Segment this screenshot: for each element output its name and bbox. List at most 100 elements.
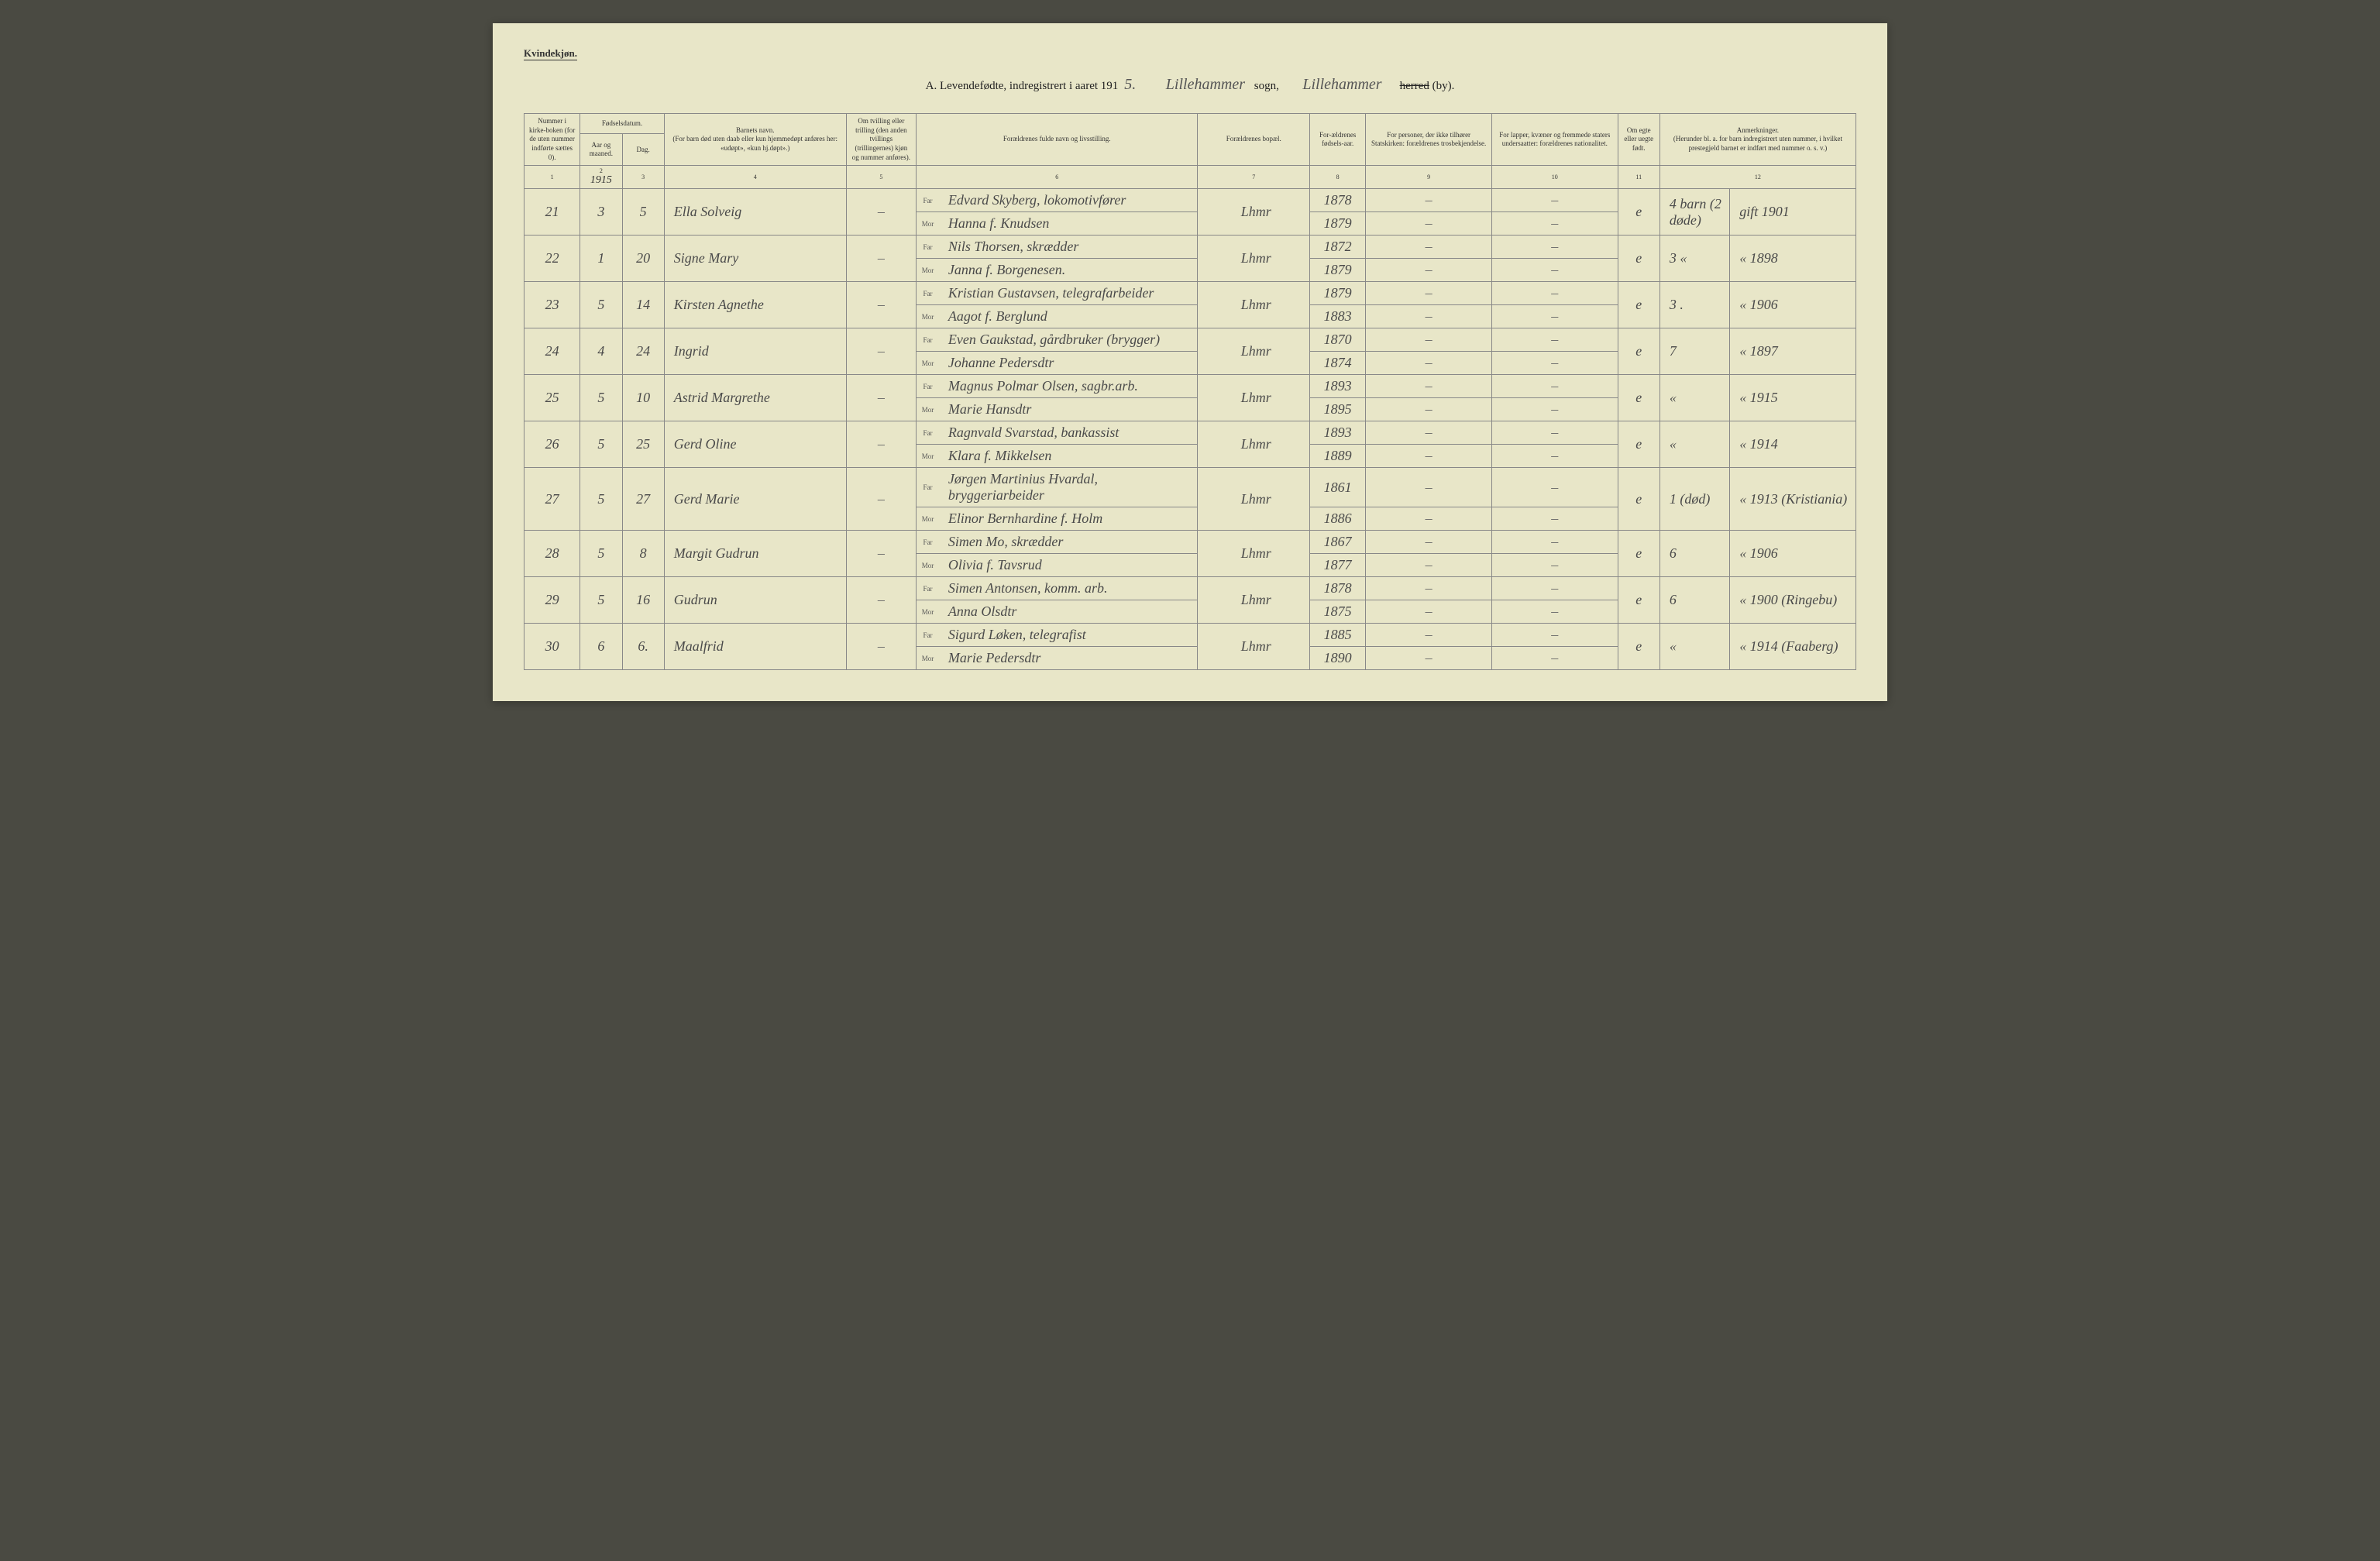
mor-label: Mor: [917, 445, 939, 468]
col-header-text: Barnets navn.: [736, 126, 775, 134]
mother-name: Marie Hansdtr: [939, 398, 1198, 421]
child-name: Ingrid: [664, 328, 846, 375]
child-name: Ella Solveig: [664, 189, 846, 236]
religion-father: –: [1366, 624, 1492, 647]
mother-birth-year: 1879: [1310, 212, 1366, 236]
col-header: Om egte eller uegte født.: [1618, 114, 1659, 166]
nationality-father: –: [1491, 624, 1618, 647]
col-header-sub: (Herunder bl. a. for barn indregistrert …: [1673, 135, 1842, 152]
nationality-mother: –: [1491, 600, 1618, 624]
mother-name: Marie Pedersdtr: [939, 647, 1198, 670]
twin-status: –: [846, 531, 916, 577]
entry-number: 22: [524, 236, 580, 282]
religion-father: –: [1366, 468, 1492, 507]
nationality-father: –: [1491, 577, 1618, 600]
entry-number: 28: [524, 531, 580, 577]
gender-label: Kvindekjøn.: [524, 47, 577, 60]
residence: Lhmr: [1198, 236, 1310, 282]
mother-name: Klara f. Mikkelsen: [939, 445, 1198, 468]
father-name: Even Gaukstad, gårdbruker (brygger): [939, 328, 1198, 352]
remark-2: « 1914 (Faaberg): [1730, 624, 1856, 670]
mother-name: Olivia f. Tavsrud: [939, 554, 1198, 577]
religion-mother: –: [1366, 445, 1492, 468]
col-header: For-ældrenes fødsels-aar.: [1310, 114, 1366, 166]
col-num: 4: [664, 166, 846, 189]
entry-number: 30: [524, 624, 580, 670]
legitimate: e: [1618, 421, 1659, 468]
far-label: Far: [917, 468, 939, 507]
remark-1: «: [1659, 375, 1729, 421]
religion-mother: –: [1366, 212, 1492, 236]
father-birth-year: 1872: [1310, 236, 1366, 259]
birth-day: 16: [622, 577, 664, 624]
mor-label: Mor: [917, 554, 939, 577]
nationality-mother: –: [1491, 305, 1618, 328]
col-num: 12: [1659, 166, 1856, 189]
col-header: For personer, der ikke tilhører Statskir…: [1366, 114, 1492, 166]
nationality-mother: –: [1491, 445, 1618, 468]
religion-mother: –: [1366, 647, 1492, 670]
title-year-suffix: 5.: [1124, 76, 1136, 93]
entry-number: 24: [524, 328, 580, 375]
twin-status: –: [846, 236, 916, 282]
residence: Lhmr: [1198, 421, 1310, 468]
birth-day: 8: [622, 531, 664, 577]
father-birth-year: 1861: [1310, 468, 1366, 507]
mor-label: Mor: [917, 600, 939, 624]
table-row: 28 5 8 Margit Gudrun – Far Simen Mo, skr…: [524, 531, 1856, 554]
mother-name: Hanna f. Knudsen: [939, 212, 1198, 236]
col-num: 1: [524, 166, 580, 189]
father-name: Simen Mo, skrædder: [939, 531, 1198, 554]
remark-2: « 1898: [1730, 236, 1856, 282]
nationality-father: –: [1491, 189, 1618, 212]
nationality-father: –: [1491, 421, 1618, 445]
legitimate: e: [1618, 624, 1659, 670]
religion-father: –: [1366, 328, 1492, 352]
far-label: Far: [917, 328, 939, 352]
religion-mother: –: [1366, 259, 1492, 282]
mother-name: Aagot f. Berglund: [939, 305, 1198, 328]
legitimate: e: [1618, 282, 1659, 328]
column-numbers-row: 1 2 1915 3 4 5 6 7 8 9 10 11 12: [524, 166, 1856, 189]
nationality-father: –: [1491, 468, 1618, 507]
entry-number: 21: [524, 189, 580, 236]
col-num: 11: [1618, 166, 1659, 189]
far-label: Far: [917, 531, 939, 554]
col-num: 6: [917, 166, 1198, 189]
col-header: Fødselsdatum.: [580, 114, 664, 134]
far-label: Far: [917, 624, 939, 647]
father-birth-year: 1878: [1310, 577, 1366, 600]
nationality-father: –: [1491, 375, 1618, 398]
table-row: 27 5 27 Gerd Marie – Far Jørgen Martiniu…: [524, 468, 1856, 507]
mor-label: Mor: [917, 352, 939, 375]
birth-day: 24: [622, 328, 664, 375]
father-birth-year: 1893: [1310, 375, 1366, 398]
mother-name: Johanne Pedersdtr: [939, 352, 1198, 375]
religion-mother: –: [1366, 352, 1492, 375]
col-header: Barnets navn. (For barn død uten daab el…: [664, 114, 846, 166]
father-birth-year: 1893: [1310, 421, 1366, 445]
residence: Lhmr: [1198, 577, 1310, 624]
mother-birth-year: 1889: [1310, 445, 1366, 468]
table-head: Nummer i kirke-boken (for de uten nummer…: [524, 114, 1856, 189]
twin-status: –: [846, 375, 916, 421]
entry-number: 27: [524, 468, 580, 531]
legitimate: e: [1618, 328, 1659, 375]
residence: Lhmr: [1198, 468, 1310, 531]
table-row: 21 3 5 Ella Solveig – Far Edvard Skyberg…: [524, 189, 1856, 212]
remark-2: « 1913 (Kristiania): [1730, 468, 1856, 531]
col-header: For lapper, kvæner og fremmede staters u…: [1491, 114, 1618, 166]
col-num: 5: [846, 166, 916, 189]
table-body: 21 3 5 Ella Solveig – Far Edvard Skyberg…: [524, 189, 1856, 670]
entry-number: 29: [524, 577, 580, 624]
mor-label: Mor: [917, 305, 939, 328]
col-num: 7: [1198, 166, 1310, 189]
table-row: 23 5 14 Kirsten Agnethe – Far Kristian G…: [524, 282, 1856, 305]
mor-label: Mor: [917, 212, 939, 236]
birth-month: 5: [580, 468, 622, 531]
remark-1: «: [1659, 421, 1729, 468]
herred-strike: herred: [1400, 80, 1429, 92]
residence: Lhmr: [1198, 375, 1310, 421]
father-name: Sigurd Løken, telegrafist: [939, 624, 1198, 647]
col-header-text: Anmerkninger.: [1737, 126, 1779, 134]
